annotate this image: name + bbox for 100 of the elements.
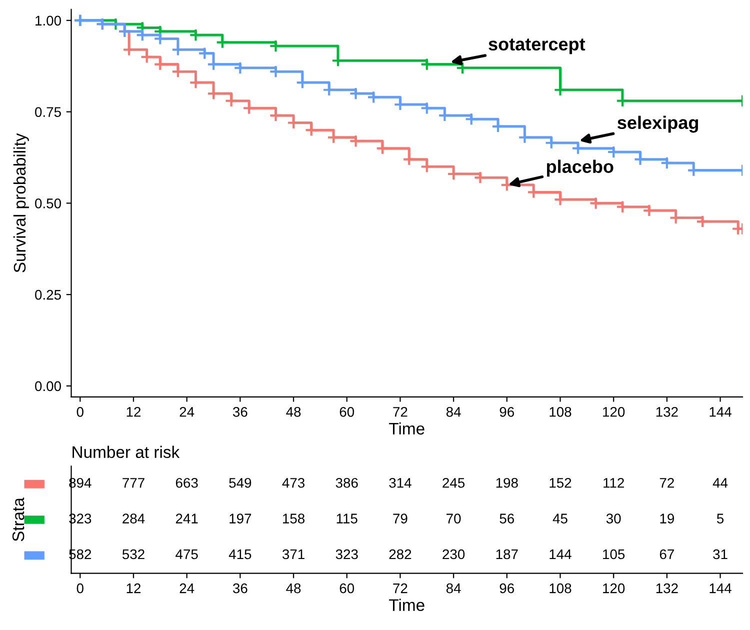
data-label: 241 (176, 514, 198, 524)
x-tick-label: 12 (126, 583, 141, 594)
x-tick-label: 36 (232, 406, 248, 417)
point (474, 170, 487, 184)
x-tick-label: 0 (76, 583, 84, 594)
x-axis-title: Time (389, 422, 424, 435)
chart-title: Number at risk (72, 446, 180, 458)
point (331, 54, 345, 68)
data-label: 549 (229, 478, 252, 488)
point (140, 50, 154, 64)
data-label: 663 (176, 478, 198, 488)
data-label: 67 (660, 549, 674, 560)
data-label: 45 (552, 514, 568, 524)
data-label: 777 (122, 478, 144, 488)
data-label: 386 (336, 478, 358, 488)
point (571, 142, 585, 155)
y-axis-title: Strata (12, 498, 24, 542)
y-tick-label: 0.00 (35, 381, 61, 392)
data-label: 158 (282, 514, 304, 524)
data-label: 532 (122, 549, 144, 560)
point (189, 28, 202, 42)
data-label: 284 (122, 514, 145, 524)
point (322, 83, 336, 96)
point (420, 102, 434, 115)
point (304, 123, 318, 137)
data-label: 30 (606, 514, 621, 524)
x-tick-label: 108 (550, 406, 572, 417)
annotation: selexipag (618, 116, 698, 133)
data-label: 112 (604, 478, 624, 488)
x-tick-label: 132 (656, 583, 678, 594)
data-label: 31 (713, 549, 728, 560)
x-tick-label: 96 (500, 406, 514, 417)
data-label: 144 (550, 549, 572, 560)
point (616, 94, 630, 108)
point (491, 120, 505, 134)
x-tick-label: 0 (76, 406, 84, 417)
x-tick-label: 144 (710, 407, 732, 417)
point (456, 61, 470, 75)
point (234, 61, 247, 75)
point (136, 28, 149, 42)
data-label: 5 (716, 514, 724, 524)
point (349, 134, 362, 148)
point (326, 130, 340, 144)
x-tick-label: 72 (393, 406, 408, 417)
x-tick-label: 96 (500, 583, 514, 594)
point (242, 102, 256, 115)
data-label: 282 (389, 549, 412, 560)
point (518, 130, 532, 144)
point (366, 90, 380, 104)
point (589, 196, 602, 210)
point (171, 64, 185, 78)
x-tick-label: 84 (446, 583, 461, 594)
point (216, 36, 229, 49)
data-label: 197 (230, 514, 252, 524)
point (376, 142, 390, 155)
data-label: 79 (393, 514, 408, 524)
y-tick-label: 1.00 (36, 16, 61, 26)
annotation: sotatercept (488, 38, 586, 54)
data-label: 323 (336, 549, 358, 560)
point (446, 167, 460, 181)
x-tick-label: 72 (393, 583, 408, 594)
data-label: 475 (176, 549, 198, 560)
data-label: 70 (446, 514, 461, 524)
data-label: 56 (500, 514, 514, 524)
data-label: 115 (336, 514, 358, 524)
data-label: 152 (550, 478, 572, 488)
point (616, 200, 630, 214)
annotation: placebo (546, 160, 614, 177)
x-tick-label: 24 (180, 583, 194, 594)
data-label: 473 (282, 478, 304, 488)
x-tick-label: 60 (340, 406, 354, 417)
y-tick-label: 0.75 (35, 107, 61, 117)
x-tick-label: 12 (126, 406, 141, 417)
point (420, 160, 434, 174)
x-tick-label: 108 (550, 583, 572, 594)
data-label: 371 (282, 549, 304, 560)
x-tick-label: 84 (446, 406, 461, 417)
point (171, 43, 185, 56)
x-tick-label: 24 (180, 406, 194, 417)
y-axis-title: Survival probability (13, 133, 29, 272)
y-tick-label: 0.25 (35, 290, 61, 300)
x-tick-label: 48 (286, 406, 301, 417)
data-label: 198 (496, 478, 518, 488)
data-label: 72 (660, 478, 674, 488)
data-label: 187 (496, 549, 518, 560)
point (438, 108, 452, 122)
point (122, 43, 136, 56)
x-tick-label: 120 (603, 583, 625, 594)
data-label: 44 (712, 478, 728, 488)
x-tick-label: 132 (656, 406, 678, 417)
data-label: 19 (660, 514, 674, 524)
point (696, 214, 710, 228)
x-axis-title: Time (389, 598, 424, 611)
y-tick-label: 0.50 (35, 198, 61, 208)
data-label: 245 (442, 478, 465, 488)
data-label: 105 (603, 549, 625, 560)
x-tick-label: 36 (232, 583, 248, 594)
data-label: 230 (442, 549, 465, 560)
point (464, 112, 478, 126)
x-tick-label: 144 (710, 584, 732, 594)
